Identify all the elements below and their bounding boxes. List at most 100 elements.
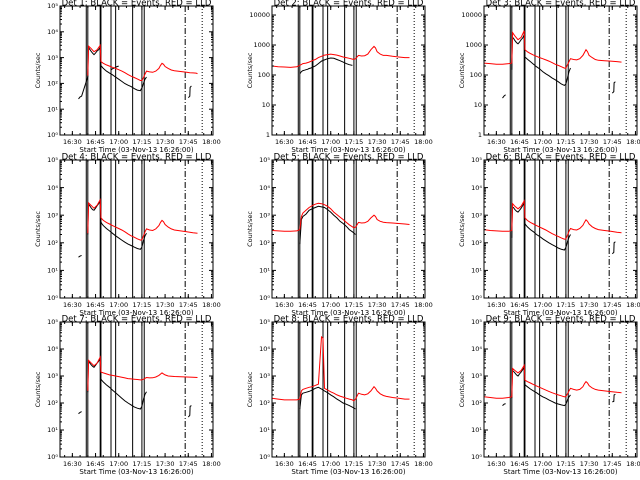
y-tick-label: 10³ [471,372,482,380]
y-tick-label: 10⁴ [471,345,482,353]
y-axis-label: Counts/sec [34,211,42,247]
panel-det-4: Det 4: BLACK = Events, RED = LLD 10⁰ 10¹ 10… [34,153,221,318]
x-tick-label: 17:30 [580,138,599,146]
x-tick-label: 17:00 [321,460,340,468]
x-tick-label: 17:00 [321,138,340,146]
y-tick-label: 1000 [253,41,270,49]
lld-series-line [87,355,198,391]
y-tick-label: 10⁰ [471,453,482,461]
x-tick-label: 17:15 [557,460,576,468]
y-tick-label: 10⁴ [259,184,270,192]
events-series-line [299,57,353,75]
x-axis-label: Start Time (03-Nov-13 16:26:00) [291,309,405,317]
y-axis-label: Counts/sec [458,52,466,88]
y-tick-label: 10⁵ [471,318,482,326]
plot-frame [271,321,426,458]
x-tick-label: 18:00 [202,301,221,309]
x-tick-label: 16:30 [487,301,506,309]
x-tick-label: 17:45 [179,138,198,146]
y-tick-label: 100 [470,71,482,79]
events-series-line [187,85,192,99]
plot-frame [59,159,214,299]
events-series-line [187,405,192,418]
lld-series-line [87,43,198,81]
x-tick-label: 17:30 [580,301,599,309]
y-tick-label: 1000 [465,41,482,49]
x-tick-label: 17:45 [179,301,198,309]
events-series-line [511,34,571,86]
events-series-line [87,199,147,250]
x-tick-label: 18:00 [626,301,640,309]
y-tick-label: 10⁵ [259,156,270,164]
y-axis-label: Counts/sec [34,52,42,88]
x-axis-label: Start Time (03-Nov-13 16:26:00) [79,468,193,476]
y-tick-label: 10⁴ [47,28,58,36]
x-tick-label: 17:15 [345,460,364,468]
y-tick-label: 10¹ [47,267,58,275]
x-tick-label: 16:30 [487,460,506,468]
x-tick-label: 17:45 [391,138,410,146]
x-tick-label: 17:00 [109,138,128,146]
y-tick-label: 10⁵ [47,2,58,10]
events-series-line [511,201,571,251]
y-tick-label: 10⁰ [47,294,58,302]
y-tick-label: 10⁵ [47,156,58,164]
x-tick-label: 17:15 [557,301,576,309]
x-tick-label: 17:00 [533,460,552,468]
y-tick-label: 10⁰ [47,131,58,139]
panel-det-1: Det 1: BLACK = Events, RED = LLD 10⁰ 10¹ 10… [34,0,221,154]
y-tick-label: 10⁴ [47,184,58,192]
x-axis-label: Start Time (03-Nov-13 16:26:00) [503,468,617,476]
y-tick-label: 10² [47,239,58,247]
x-tick-label: 17:30 [156,301,175,309]
panel-det-3: Det 3: BLACK = Events, RED = LLD 1 10 100 10… [458,0,640,154]
panel-title: Det 5: BLACK = Events, RED = LLD [274,153,424,163]
events-series-line [299,205,356,245]
x-tick-label: 17:45 [603,301,622,309]
x-tick-label: 17:45 [391,460,410,468]
x-tick-label: 16:45 [86,460,105,468]
y-tick-label: 10³ [47,211,58,219]
y-axis-label: Counts/sec [34,371,42,407]
panel-title: Det 4: BLACK = Events, RED = LLD [62,153,212,163]
x-tick-label: 17:45 [391,301,410,309]
y-tick-label: 10² [471,239,482,247]
y-tick-label: 1 [266,131,270,139]
x-tick-label: 16:30 [275,301,294,309]
plot-frame [483,321,638,458]
y-tick-label: 10⁵ [259,318,270,326]
y-tick-label: 10⁰ [259,453,270,461]
x-tick-label: 17:30 [156,460,175,468]
x-tick-label: 17:00 [109,460,128,468]
x-tick-label: 16:45 [298,301,317,309]
y-tick-label: 10⁴ [259,345,270,353]
x-tick-label: 17:45 [603,138,622,146]
x-tick-label: 18:00 [414,301,433,309]
panel-title: Det 7: BLACK = Events, RED = LLD [62,315,212,325]
x-tick-label: 17:30 [368,301,387,309]
y-tick-label: 10⁵ [47,318,58,326]
y-tick-label: 10⁴ [47,345,58,353]
panel-det-9: Det 9: BLACK = Events, RED = LLD 10⁰ 10¹ 10… [458,315,640,477]
y-tick-label: 10³ [47,372,58,380]
y-tick-label: 10⁰ [259,294,270,302]
x-axis-label: Start Time (03-Nov-13 16:26:00) [503,309,617,317]
y-tick-label: 10³ [259,211,270,219]
lld-series-line [87,198,198,241]
x-tick-label: 17:45 [603,460,622,468]
lld-series-line [272,45,410,68]
x-tick-label: 17:30 [156,138,175,146]
y-tick-label: 10¹ [47,426,58,434]
x-tick-label: 17:30 [580,460,599,468]
x-axis-label: Start Time (03-Nov-13 16:26:00) [291,146,405,154]
events-series-line [611,81,616,94]
y-axis-label: Counts/sec [246,52,254,88]
y-tick-label: 10¹ [47,105,58,113]
y-tick-label: 10⁰ [471,294,482,302]
y-axis-label: Counts/sec [246,371,254,407]
x-tick-label: 18:00 [626,138,640,146]
x-tick-label: 17:00 [533,138,552,146]
y-tick-label: 10¹ [259,267,270,275]
x-tick-label: 16:30 [63,460,82,468]
y-axis-label: Counts/sec [246,211,254,247]
